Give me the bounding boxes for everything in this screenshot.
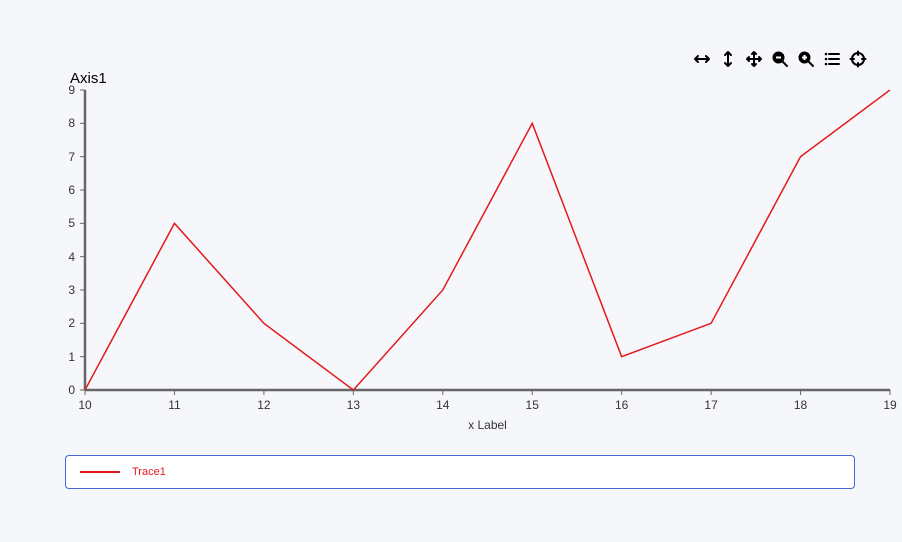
chart-container: Axis1 101112131415161718190123456789 x L… [0, 0, 902, 542]
x-tick-label: 18 [794, 398, 807, 412]
x-tick-label: 11 [168, 398, 180, 412]
x-tick-label: 14 [436, 398, 449, 412]
x-tick-label: 12 [257, 398, 270, 412]
legend-swatch [80, 471, 120, 473]
y-tick-label: 8 [68, 116, 75, 130]
y-tick-label: 0 [68, 383, 75, 397]
x-tick-label: 19 [883, 398, 896, 412]
y-tick-label: 3 [68, 283, 75, 297]
x-tick-label: 17 [704, 398, 717, 412]
legend-label[interactable]: Trace1 [132, 466, 166, 478]
zoom-y-icon[interactable] [719, 50, 737, 68]
chart-area: Axis1 101112131415161718190123456789 x L… [30, 70, 900, 450]
y-tick-label: 2 [68, 316, 75, 330]
y-tick-label: 9 [68, 83, 75, 97]
x-tick-label: 16 [615, 398, 628, 412]
zoom-in-icon[interactable] [797, 50, 815, 68]
list-icon[interactable] [823, 50, 841, 68]
zoom-out-icon[interactable] [771, 50, 789, 68]
plot-svg [30, 70, 900, 400]
y-tick-label: 6 [68, 183, 75, 197]
zoom-x-icon[interactable] [693, 50, 711, 68]
y-tick-label: 4 [68, 250, 75, 264]
y-tick-label: 1 [68, 350, 75, 364]
crosshair-icon[interactable] [849, 50, 867, 68]
x-tick-label: 13 [347, 398, 360, 412]
trace-line [85, 90, 890, 390]
legend-box: Trace1 [65, 455, 855, 489]
y-tick-label: 7 [68, 150, 75, 164]
x-tick-label: 10 [78, 398, 91, 412]
x-axis-title: x Label [468, 418, 507, 432]
y-tick-label: 5 [68, 216, 75, 230]
chart-toolbar [693, 50, 867, 68]
x-tick-label: 15 [526, 398, 539, 412]
pan-icon[interactable] [745, 50, 763, 68]
